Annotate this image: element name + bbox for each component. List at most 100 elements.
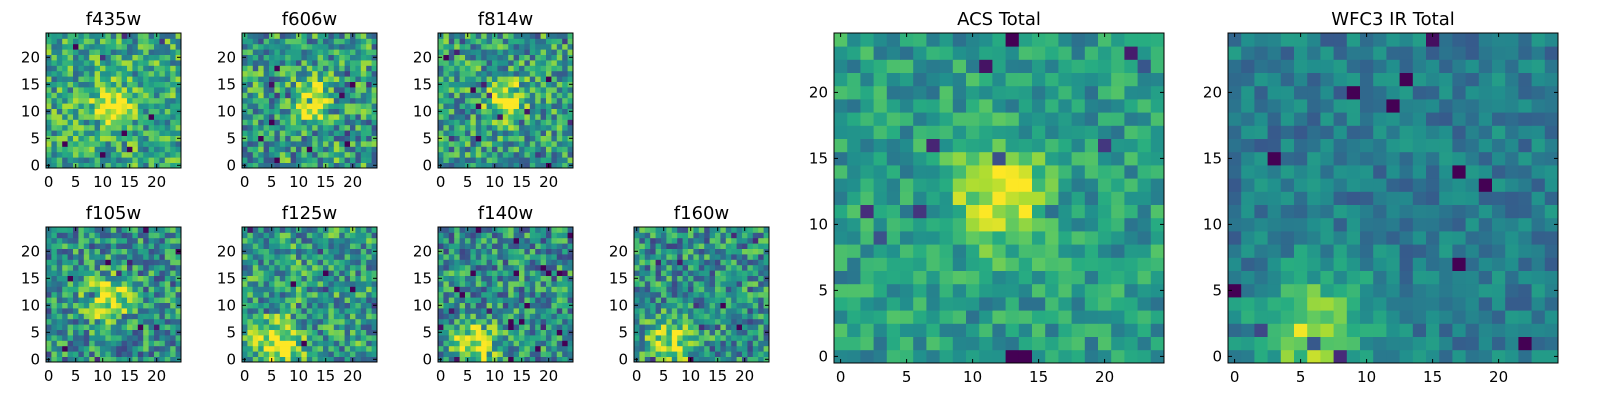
heatmap-cell: [328, 291, 335, 298]
heatmap-cell: [121, 232, 128, 239]
heatmap-cell: [366, 65, 372, 72]
heatmap-cell: [339, 70, 345, 77]
heatmap-cell: [143, 141, 149, 147]
heatmap-cell: [546, 340, 552, 347]
heatmap-cell: [333, 281, 340, 287]
heatmap-cell: [475, 351, 482, 357]
heatmap-cell: [834, 349, 848, 364]
heatmap-cell: [339, 335, 345, 341]
heatmap-cell: [650, 243, 656, 249]
heatmap-cell: [175, 232, 182, 239]
heatmap-cell: [443, 49, 450, 55]
heatmap-cell: [540, 92, 547, 99]
heatmap-cell: [344, 286, 351, 293]
heatmap-cell: [546, 270, 552, 276]
heatmap-cell: [258, 264, 264, 271]
heatmap-cell: [979, 231, 993, 245]
heatmap-cell: [535, 254, 541, 260]
heatmap-cell: [529, 151, 536, 158]
heatmap-cell: [546, 329, 552, 336]
heatmap-cell: [100, 264, 106, 271]
heatmap-cell: [529, 81, 536, 88]
heatmap-cell: [454, 308, 460, 314]
heatmap-cell: [116, 135, 122, 142]
heatmap-cell: [339, 308, 345, 314]
heatmap-cell: [242, 270, 248, 276]
y-tick-label: 15: [413, 269, 432, 287]
heatmap-cell: [279, 313, 286, 320]
heatmap-cell: [966, 336, 980, 351]
heatmap-cell: [100, 318, 106, 325]
heatmap-cell: [312, 87, 318, 93]
heatmap-cell: [269, 254, 275, 260]
heatmap-cell: [1032, 349, 1046, 364]
heatmap-cell: [454, 124, 460, 131]
heatmap-cell: [154, 291, 160, 298]
heatmap-cell: [51, 97, 58, 104]
heatmap-cell: [939, 297, 954, 311]
heatmap-cell: [263, 227, 270, 233]
heatmap-cell: [465, 259, 471, 266]
heatmap-cell: [535, 124, 541, 131]
heatmap-cell: [644, 318, 651, 325]
heatmap-cell: [704, 308, 710, 314]
heatmap-cell: [105, 65, 112, 72]
heatmap-cell: [154, 157, 160, 163]
heatmap-cell: [1032, 231, 1046, 245]
heatmap-cell: [1045, 336, 1059, 351]
heatmap-cell: [312, 135, 318, 142]
heatmap-cell: [465, 248, 471, 255]
heatmap-cell: [105, 345, 112, 352]
heatmap-cell: [121, 38, 128, 45]
heatmap-cell: [137, 291, 144, 298]
heatmap-cell: [306, 54, 313, 61]
heatmap-cell: [551, 70, 558, 77]
heatmap-cell: [94, 308, 101, 314]
heatmap-cell: [242, 308, 248, 314]
heatmap-cell: [371, 297, 378, 303]
heatmap-cell: [175, 291, 182, 298]
heatmap-cell: [154, 76, 160, 82]
heatmap-cell: [56, 302, 63, 309]
heatmap-cell: [290, 227, 297, 233]
heatmap-cell: [159, 308, 166, 314]
heatmap-cell: [127, 254, 133, 260]
heatmap-cell: [317, 275, 324, 282]
heatmap-cell: [508, 124, 514, 131]
heatmap-cell: [350, 286, 356, 293]
heatmap-cell: [116, 114, 122, 120]
heatmap-cell: [438, 97, 444, 104]
heatmap-cell: [873, 270, 888, 285]
heatmap-cell: [328, 103, 335, 109]
heatmap-cell: [650, 281, 656, 287]
heatmap-cell: [67, 227, 74, 233]
heatmap-cell: [170, 124, 176, 131]
heatmap-cell: [360, 270, 367, 276]
heatmap-cell: [350, 259, 356, 266]
heatmap-cell: [62, 141, 68, 147]
heatmap-cell: [94, 119, 101, 126]
heatmap-cell: [551, 232, 558, 239]
heatmap-cell: [51, 43, 58, 50]
heatmap-cell: [671, 275, 678, 282]
heatmap-cell: [634, 254, 640, 260]
heatmap-cell: [486, 324, 493, 330]
heatmap-cell: [502, 248, 509, 255]
heatmap-cell: [567, 308, 574, 314]
heatmap-cell: [110, 108, 117, 115]
heatmap-cell: [465, 157, 471, 163]
heatmap-cell: [736, 237, 743, 244]
heatmap-cell: [492, 119, 498, 126]
heatmap-cell: [747, 270, 754, 276]
heatmap-cell: [567, 237, 574, 244]
heatmap-cell: [127, 281, 133, 287]
heatmap-cell: [540, 308, 547, 314]
heatmap-cell: [519, 81, 525, 88]
heatmap-cell: [834, 204, 848, 219]
heatmap-cell: [371, 270, 378, 276]
heatmap-cell: [524, 297, 531, 303]
heatmap-cell: [110, 119, 117, 126]
y-tick-label: 20: [609, 242, 628, 260]
heatmap-cell: [546, 87, 552, 93]
heatmap-cell: [143, 318, 149, 325]
